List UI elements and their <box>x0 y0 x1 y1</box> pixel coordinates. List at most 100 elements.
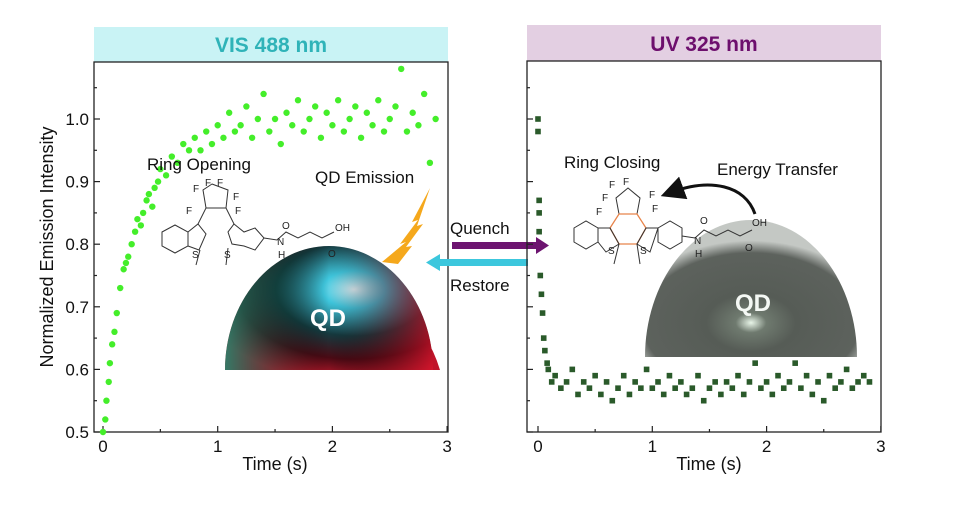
atom-label: F <box>609 180 615 191</box>
data-point <box>225 109 233 116</box>
data-point <box>105 378 112 386</box>
data-point <box>535 116 541 122</box>
data-point <box>283 109 290 116</box>
data-point <box>392 103 399 110</box>
data-point <box>139 209 147 217</box>
data-point <box>672 385 678 391</box>
data-point <box>266 128 273 135</box>
right-series <box>535 116 873 404</box>
x-tick-label: 1 <box>213 437 222 456</box>
data-point <box>271 115 279 123</box>
data-point <box>363 109 371 116</box>
atom-label: F <box>193 184 199 195</box>
right-header: UV 325 nm <box>650 33 757 56</box>
data-point <box>237 122 244 129</box>
atom-label: F <box>652 204 658 215</box>
data-point <box>415 122 422 129</box>
data-point <box>208 140 216 148</box>
left-axes: 0 1 2 3 0.5 0.6 0.7 0.8 0.9 1.0 <box>65 87 452 456</box>
data-point <box>632 379 638 385</box>
data-point <box>718 391 724 398</box>
data-point <box>540 335 547 341</box>
data-point <box>849 385 856 391</box>
data-point <box>700 397 707 404</box>
data-point <box>185 147 193 154</box>
atom-label: F <box>649 190 655 201</box>
data-point <box>149 203 156 210</box>
data-point <box>649 385 656 391</box>
atom-label: S <box>608 246 615 257</box>
left-qd-hemisphere: QD <box>225 246 440 370</box>
data-point <box>122 259 130 267</box>
data-point <box>598 391 604 398</box>
data-point <box>809 391 816 398</box>
data-point <box>542 347 548 354</box>
data-point <box>548 379 555 385</box>
left-qd-label: QD <box>310 305 346 332</box>
data-point <box>695 372 701 379</box>
energy-transfer-arrow-icon <box>660 176 757 215</box>
data-point <box>780 385 787 391</box>
right-qd-label: QD <box>735 290 771 317</box>
data-point <box>306 115 313 123</box>
data-point <box>678 379 684 385</box>
x-tick-label: 3 <box>876 437 885 456</box>
data-point <box>740 391 747 398</box>
data-point <box>137 222 145 229</box>
data-point <box>603 379 610 385</box>
data-point <box>723 379 730 385</box>
data-point <box>537 272 544 279</box>
data-point <box>174 159 181 167</box>
data-point <box>120 266 127 273</box>
data-point <box>575 391 581 398</box>
data-point <box>798 385 804 391</box>
data-point <box>220 134 227 141</box>
data-point <box>131 228 139 235</box>
data-point <box>666 372 673 379</box>
restore-arrow-icon <box>438 259 528 266</box>
data-point <box>99 428 107 436</box>
atom-label: O <box>282 221 290 232</box>
data-point <box>866 379 873 385</box>
atom-label: S <box>640 246 647 257</box>
atom-label: F <box>596 207 602 218</box>
data-point <box>294 97 302 104</box>
data-point <box>536 228 542 235</box>
data-point <box>420 90 428 98</box>
data-point <box>426 159 434 167</box>
data-point <box>544 360 550 366</box>
atom-label: OH <box>335 223 350 234</box>
atom-label: OH <box>752 218 767 229</box>
data-point <box>763 379 770 385</box>
data-point <box>369 122 376 129</box>
atom-label: F <box>205 178 211 189</box>
data-point <box>154 178 162 185</box>
y-tick-label: 0.5 <box>65 423 89 442</box>
data-point <box>300 128 307 135</box>
y-tick-label: 0.9 <box>65 173 89 192</box>
atom-label: F <box>623 177 629 188</box>
data-point <box>317 134 325 141</box>
x-tick-label: 2 <box>762 437 771 456</box>
data-point <box>162 172 170 179</box>
data-point <box>357 134 365 141</box>
data-point <box>352 103 359 110</box>
left-panel: VIS 488 nm 0 1 2 3 0.5 0.6 0.7 0.8 0.9 1.0 Normal… <box>37 27 452 474</box>
data-point <box>786 379 793 385</box>
data-point <box>180 140 187 148</box>
data-point <box>375 97 382 104</box>
data-point <box>117 284 124 292</box>
data-point <box>689 385 696 391</box>
atom-label: O <box>745 243 753 254</box>
data-point <box>214 122 221 129</box>
atom-label: O <box>328 249 336 260</box>
left-header-band <box>94 27 448 62</box>
data-point <box>569 366 576 373</box>
left-series <box>99 65 439 436</box>
data-point <box>706 385 713 391</box>
data-point <box>558 385 564 391</box>
data-point <box>125 253 132 260</box>
left-header: VIS 488 nm <box>215 34 327 57</box>
right-x-axis-label: Time (s) <box>676 454 741 474</box>
data-point <box>758 385 764 391</box>
